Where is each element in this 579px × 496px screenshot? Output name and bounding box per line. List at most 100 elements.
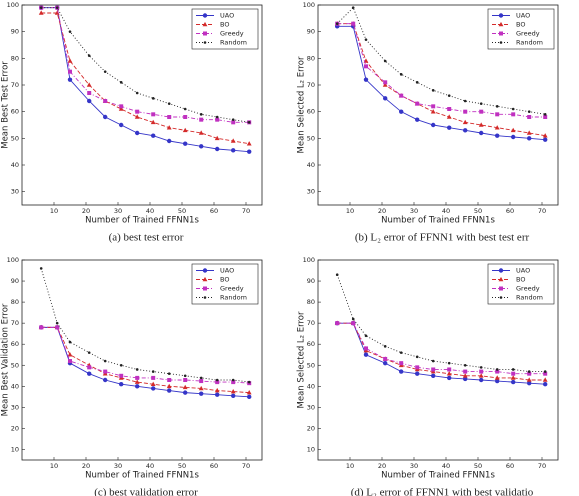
x-tick-label: 30 bbox=[410, 207, 418, 215]
marker bbox=[87, 54, 91, 57]
marker bbox=[430, 109, 436, 114]
marker bbox=[351, 317, 355, 321]
marker bbox=[247, 380, 251, 384]
marker bbox=[183, 107, 187, 111]
y-tick-label: 100 bbox=[303, 256, 315, 264]
marker bbox=[151, 375, 156, 380]
x-tick-label: 70 bbox=[538, 207, 546, 215]
marker bbox=[499, 31, 503, 36]
y-tick-label: 30 bbox=[11, 403, 19, 411]
marker bbox=[199, 391, 204, 396]
x-tick-label: 10 bbox=[346, 207, 354, 215]
marker bbox=[399, 93, 404, 98]
x-tick-label: 50 bbox=[474, 207, 482, 215]
series-line bbox=[41, 12, 250, 145]
legend-label: Random bbox=[516, 294, 543, 302]
marker bbox=[230, 138, 236, 143]
x-tick-label: 60 bbox=[506, 207, 514, 215]
marker bbox=[182, 127, 188, 133]
marker bbox=[498, 268, 504, 273]
marker bbox=[364, 346, 368, 351]
y-tick-label: 90 bbox=[307, 277, 315, 285]
marker bbox=[167, 372, 171, 375]
marker bbox=[446, 114, 452, 119]
marker bbox=[246, 141, 252, 146]
marker bbox=[39, 325, 44, 330]
marker bbox=[167, 102, 171, 105]
marker bbox=[150, 381, 156, 387]
marker bbox=[231, 118, 235, 121]
legend-label: UAO bbox=[516, 267, 530, 275]
marker bbox=[511, 371, 516, 376]
marker bbox=[67, 58, 73, 63]
marker bbox=[199, 117, 204, 122]
caption: (a) best test error bbox=[109, 232, 184, 244]
legend-label: BO bbox=[220, 276, 229, 284]
marker bbox=[231, 393, 236, 398]
marker bbox=[463, 109, 468, 114]
marker bbox=[231, 120, 236, 125]
series-line bbox=[337, 23, 546, 137]
marker bbox=[215, 146, 220, 152]
marker bbox=[479, 109, 484, 114]
x-tick-label: 50 bbox=[178, 207, 186, 215]
marker bbox=[543, 137, 548, 142]
marker bbox=[87, 351, 91, 354]
marker bbox=[495, 133, 500, 138]
marker bbox=[202, 268, 208, 273]
marker bbox=[103, 377, 108, 383]
marker bbox=[202, 21, 208, 27]
subplot: 10 20 30 40 50 60 70 30 40 50 60 70 80 90 100 Number of… bbox=[1, 1, 263, 244]
marker bbox=[383, 80, 388, 85]
marker bbox=[150, 119, 156, 125]
marker bbox=[38, 10, 44, 15]
marker bbox=[495, 112, 500, 117]
marker bbox=[135, 375, 140, 380]
marker bbox=[364, 334, 368, 338]
marker bbox=[182, 384, 188, 390]
marker bbox=[86, 82, 92, 87]
marker bbox=[68, 340, 72, 344]
marker bbox=[183, 378, 188, 382]
x-tick-label: 20 bbox=[82, 462, 90, 470]
marker bbox=[230, 388, 236, 394]
marker bbox=[119, 363, 123, 367]
marker bbox=[498, 21, 504, 27]
marker bbox=[103, 369, 108, 374]
y-tick-label: 70 bbox=[307, 81, 315, 89]
subplot: 10 20 30 40 50 60 70 10 20 30 40 50 60 70 80 90 100 Numbe… bbox=[297, 256, 559, 496]
y-tick-label: 100 bbox=[7, 1, 19, 9]
marker bbox=[203, 296, 207, 299]
marker bbox=[202, 276, 208, 282]
marker bbox=[215, 380, 220, 385]
marker bbox=[494, 125, 500, 130]
marker bbox=[495, 105, 499, 108]
marker bbox=[203, 41, 207, 44]
marker bbox=[198, 385, 204, 391]
y-tick-label: 30 bbox=[307, 403, 315, 411]
marker bbox=[462, 119, 468, 125]
marker bbox=[498, 13, 504, 18]
x-tick-label: 10 bbox=[50, 207, 58, 215]
marker bbox=[54, 10, 60, 15]
marker bbox=[431, 122, 436, 128]
marker bbox=[135, 109, 140, 114]
marker bbox=[87, 91, 92, 95]
marker bbox=[431, 359, 435, 363]
marker bbox=[510, 127, 516, 133]
marker bbox=[543, 113, 547, 116]
plot-frame bbox=[317, 4, 559, 206]
marker bbox=[87, 98, 92, 104]
caption: (b) L₂ error of FFNN1 with best test err bbox=[355, 232, 530, 244]
marker bbox=[383, 59, 387, 63]
x-tick-label: 30 bbox=[114, 462, 122, 470]
caption: (d) L₂ error of FFNN1 with best validati… bbox=[351, 487, 534, 496]
marker bbox=[542, 133, 548, 138]
marker bbox=[247, 394, 252, 400]
y-tick-label: 80 bbox=[11, 298, 19, 306]
marker bbox=[499, 41, 503, 44]
y-tick-label: 50 bbox=[11, 361, 19, 369]
y-tick-label: 80 bbox=[11, 54, 19, 62]
legend-label: Greedy bbox=[220, 30, 244, 38]
marker bbox=[495, 368, 499, 371]
